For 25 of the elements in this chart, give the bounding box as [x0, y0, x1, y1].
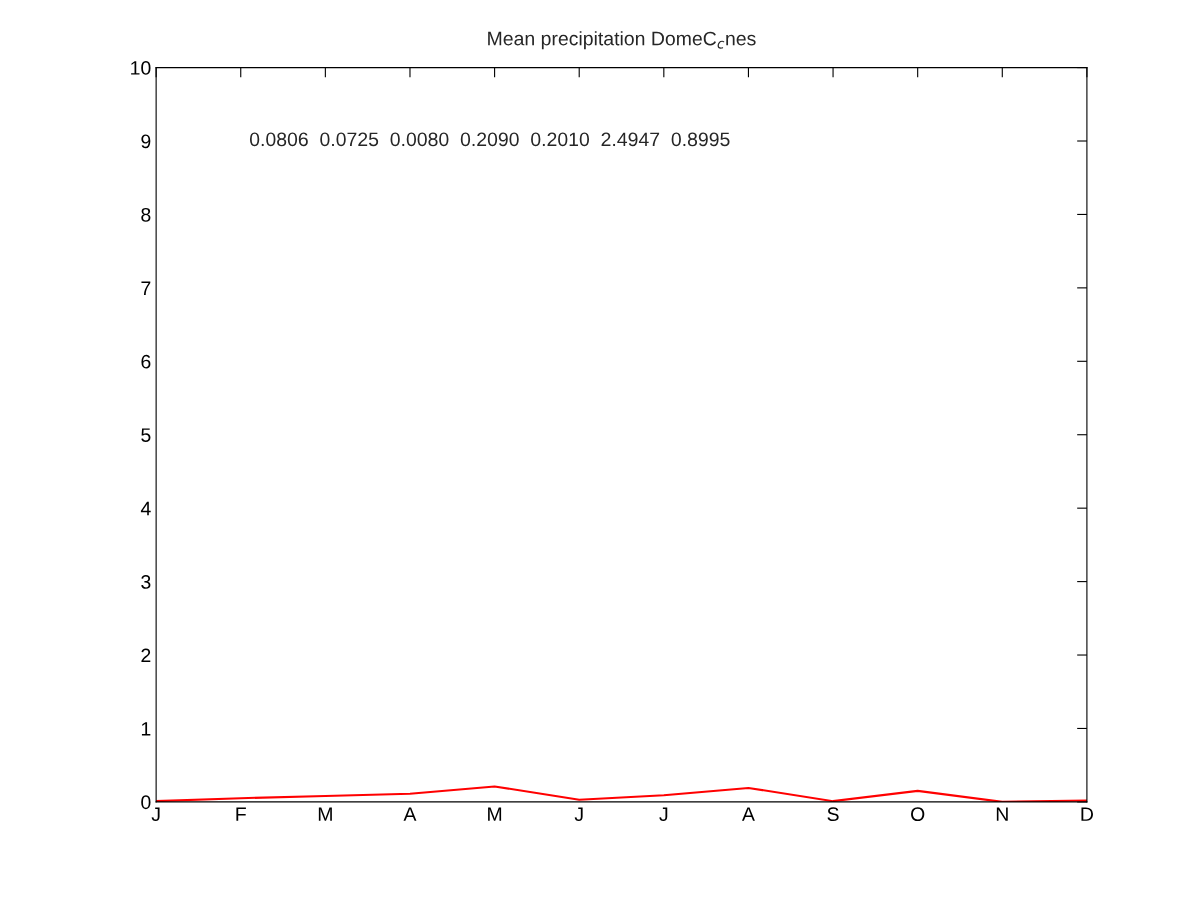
- x-tick-label: F: [236, 807, 246, 821]
- x-tick-label: A: [742, 807, 755, 821]
- y-tick-label: 9: [141, 134, 151, 149]
- annotation: 0.0806 0.0725 0.0080 0.2090 0.2010 2.4947 0.8995: [249, 132, 730, 147]
- x-tick-label: M: [488, 807, 502, 821]
- x-tick-label: J: [151, 807, 160, 822]
- x-tick-label: S: [827, 807, 839, 822]
- y-tick-label: 2: [141, 648, 151, 663]
- y-tick-label: 7: [141, 281, 151, 295]
- y-tick-label: 4: [140, 501, 151, 516]
- y-tick-label: 8: [141, 207, 151, 222]
- y-tick-label: 5: [141, 428, 151, 442]
- x-tick-label: N: [996, 807, 1008, 821]
- y-tick-label: 0: [141, 795, 151, 810]
- x-tick-label: M: [318, 807, 332, 821]
- x-tick-label: J: [659, 807, 668, 822]
- y-tick-label: 1: [141, 722, 151, 736]
- y-tick-label: 3: [141, 575, 151, 589]
- x-tick-label: O: [911, 807, 925, 822]
- x-tick-label: J: [574, 807, 583, 822]
- x-tick-label: A: [403, 807, 417, 821]
- y-tick-label: 10: [131, 61, 151, 75]
- x-tick-label: D: [1081, 807, 1093, 821]
- chart-title: Mean precipitation DomeC$_{c}$nes: [488, 31, 756, 50]
- y-tick-label: 6: [141, 354, 151, 369]
